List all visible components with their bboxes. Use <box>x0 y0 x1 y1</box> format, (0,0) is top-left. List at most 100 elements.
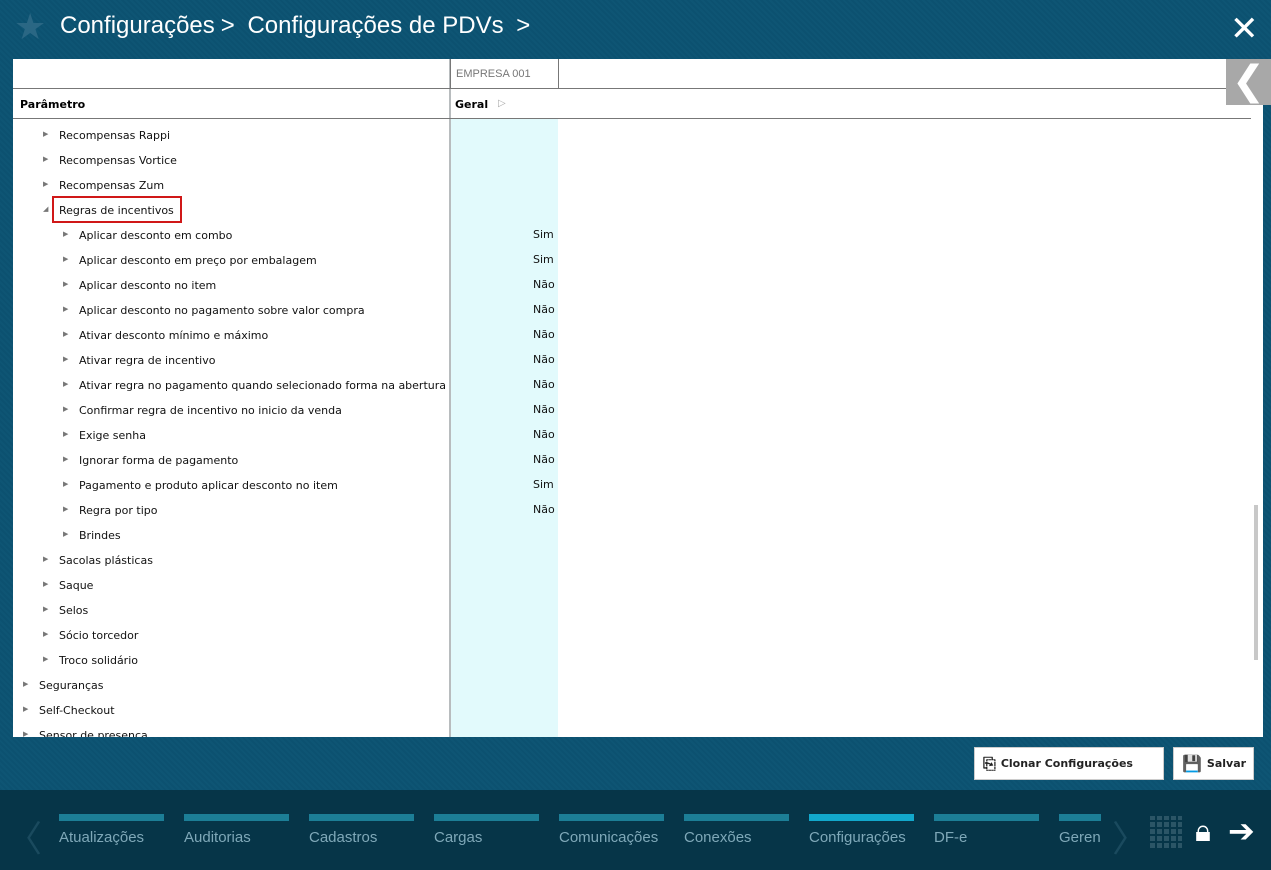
tree-row[interactable]: ▶ Brindes <box>13 523 1243 548</box>
module-tab[interactable]: Atualizações <box>59 814 164 846</box>
expand-arrow-icon[interactable]: ▶ <box>23 730 29 737</box>
row-label: Sensor de presença <box>39 729 148 737</box>
tree-row[interactable]: ▶ Pagamento e produto aplicar desconto no… <box>13 473 1243 498</box>
row-value[interactable]: Não <box>533 453 555 466</box>
highlight-box <box>52 196 182 223</box>
expand-arrow-icon[interactable]: ▶ <box>63 405 69 413</box>
tab-indicator <box>309 814 414 821</box>
expand-arrow-icon[interactable]: ▶ <box>63 230 69 238</box>
row-value[interactable]: Não <box>533 303 555 316</box>
scroll-right-icon[interactable]: 〉 <box>1112 819 1149 860</box>
logout-arrow-icon[interactable]: ➔ <box>1228 812 1255 850</box>
tree-row[interactable]: ▶ Recompensas Vortice <box>13 148 1243 173</box>
expand-arrow-icon[interactable]: ▶ <box>63 530 69 538</box>
expand-arrow-icon[interactable]: ▶ <box>23 705 29 713</box>
row-value[interactable]: Não <box>533 428 555 441</box>
tree-row[interactable]: ▶ Saque <box>13 573 1243 598</box>
tree-row[interactable]: ▶ Ativar regra no pagamento quando seleci… <box>13 373 1243 398</box>
expand-arrow-icon[interactable]: ▶ <box>63 280 69 288</box>
collapse-panel-icon[interactable]: ❮ <box>1226 59 1271 105</box>
geral-header[interactable]: Geral <box>455 98 489 111</box>
row-value[interactable]: Não <box>533 278 555 291</box>
clone-icon: ⎘ <box>983 753 996 773</box>
save-icon: 💾 <box>1182 754 1202 773</box>
column-divider[interactable] <box>449 59 451 737</box>
tree-row[interactable]: ▶ Sócio torcedor <box>13 623 1243 648</box>
expand-arrow-icon[interactable]: ▶ <box>63 305 69 313</box>
column-header-row: Parâmetro Geral ▷ <box>13 89 1251 119</box>
tab-label: Gerenciamento <box>1059 829 1101 846</box>
row-value[interactable]: Não <box>533 378 555 391</box>
expand-arrow-icon[interactable]: ▶ <box>63 330 69 338</box>
tree-row[interactable]: ▶ Recompensas Zum <box>13 173 1243 198</box>
lock-icon[interactable]: 🔒︎ <box>1195 814 1211 849</box>
tree-row[interactable]: ▶ Seguranças <box>13 673 1243 698</box>
module-tab[interactable]: Configurações <box>809 814 914 846</box>
scrollbar-thumb[interactable] <box>1254 505 1258 660</box>
close-icon[interactable]: ✕ <box>1230 9 1259 49</box>
expand-arrow-icon[interactable]: ▶ <box>43 180 49 188</box>
tree-row[interactable]: ▶ Regra por tipo Não <box>13 498 1243 523</box>
tree-row[interactable]: ▶ Troco solidário <box>13 648 1243 673</box>
expand-arrow-icon[interactable]: ▶ <box>63 430 69 438</box>
expand-arrow-icon[interactable]: ▶ <box>63 355 69 363</box>
module-tab[interactable]: Auditorias <box>184 814 289 846</box>
tab-indicator <box>59 814 164 821</box>
expand-arrow-icon[interactable]: ▶ <box>43 555 49 563</box>
row-value[interactable]: Sim <box>533 228 554 241</box>
expand-arrow-icon[interactable]: ▶ <box>63 255 69 263</box>
tree-row[interactable]: ▶ Ignorar forma de pagamento Não <box>13 448 1243 473</box>
expand-arrow-icon[interactable]: ▶ <box>43 655 49 663</box>
tree-row[interactable]: ▶ Ativar desconto mínimo e máximo Não <box>13 323 1243 348</box>
tab-indicator <box>934 814 1039 821</box>
tree-row[interactable]: ▶ Confirmar regra de incentivo no inicio … <box>13 398 1243 423</box>
tree-row[interactable]: ▶ Self-Checkout <box>13 698 1243 723</box>
expand-arrow-icon[interactable]: ▶ <box>43 130 49 138</box>
favorite-star-icon[interactable]: ★ <box>14 7 47 48</box>
tree-row[interactable]: ▶ Sensor de presença <box>13 723 1243 737</box>
module-tab[interactable]: Conexões <box>684 814 789 846</box>
apps-grid-icon[interactable] <box>1150 816 1182 848</box>
row-value[interactable]: Sim <box>533 478 554 491</box>
row-value[interactable]: Não <box>533 328 555 341</box>
expand-arrow-icon[interactable]: ▶ <box>63 380 69 388</box>
tree-row[interactable]: ▶ Aplicar desconto no item Não <box>13 273 1243 298</box>
tree-row[interactable]: ▶ Selos <box>13 598 1243 623</box>
expand-arrow-icon[interactable]: ▶ <box>43 155 49 163</box>
row-label: Ativar regra de incentivo <box>79 354 216 367</box>
parameters-grid: EMPRESA 001 Parâmetro Geral ▷ ▶ Recompens… <box>13 59 1263 737</box>
module-tab[interactable]: DF-e <box>934 814 1039 846</box>
collapse-arrow-icon[interactable]: ◢ <box>43 205 49 213</box>
clone-settings-button[interactable]: ⎘ Clonar Configurações <box>974 747 1164 780</box>
module-tab[interactable]: Comunicações <box>559 814 664 846</box>
save-button[interactable]: 💾 Salvar <box>1173 747 1254 780</box>
scroll-left-icon[interactable]: 〈 <box>6 819 43 860</box>
expand-arrow-icon[interactable]: ▶ <box>63 455 69 463</box>
breadcrumb-item[interactable]: Configurações de PDVs <box>247 12 504 39</box>
breadcrumb-item[interactable]: Configurações <box>60 12 215 39</box>
tree-row[interactable]: ▶ Aplicar desconto em preço por embalagem… <box>13 248 1243 273</box>
expand-arrow-icon[interactable]: ▶ <box>63 505 69 513</box>
expand-arrow-icon[interactable]: ▶ <box>23 680 29 688</box>
tree-row[interactable]: ▶ Aplicar desconto no pagamento sobre val… <box>13 298 1243 323</box>
tree-row[interactable]: ▶ Recompensas Rappi <box>13 123 1243 148</box>
expand-arrow-icon[interactable]: ▶ <box>63 480 69 488</box>
row-value[interactable]: Não <box>533 403 555 416</box>
expand-arrow-icon[interactable]: ▶ <box>43 605 49 613</box>
module-tab[interactable]: Cargas <box>434 814 539 846</box>
row-value[interactable]: Sim <box>533 253 554 266</box>
tab-indicator <box>1059 814 1101 821</box>
tree-row[interactable]: ◢ Regras de incentivos <box>13 198 1243 223</box>
tree-row[interactable]: ▶ Sacolas plásticas <box>13 548 1243 573</box>
tab-indicator <box>559 814 664 821</box>
row-value[interactable]: Não <box>533 503 555 516</box>
module-tab[interactable]: Gerenciamento <box>1059 814 1101 846</box>
tree-row[interactable]: ▶ Exige senha Não <box>13 423 1243 448</box>
tree-row[interactable]: ▶ Aplicar desconto em combo Sim <box>13 223 1243 248</box>
expand-column-icon[interactable]: ▷ <box>498 98 506 109</box>
row-value[interactable]: Não <box>533 353 555 366</box>
tree-row[interactable]: ▶ Ativar regra de incentivo Não <box>13 348 1243 373</box>
expand-arrow-icon[interactable]: ▶ <box>43 630 49 638</box>
module-tab[interactable]: Cadastros <box>309 814 414 846</box>
expand-arrow-icon[interactable]: ▶ <box>43 580 49 588</box>
